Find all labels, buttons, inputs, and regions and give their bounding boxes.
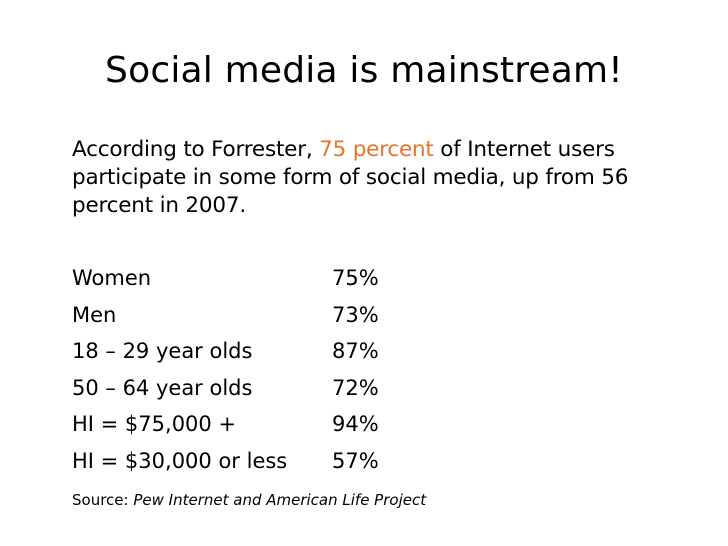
stat-value: 73% <box>332 302 379 327</box>
intro-text-after: of Internet users participate in some fo… <box>72 137 629 218</box>
stat-row: HI = $30,000 or less 57% <box>72 443 492 480</box>
stat-row: 50 – 64 year olds 72% <box>72 370 492 407</box>
stat-label: 50 – 64 year olds <box>72 375 253 400</box>
stat-label: Women <box>72 266 152 290</box>
stat-value: 72% <box>332 375 379 400</box>
stat-row: HI = $75,000 + 94% <box>72 406 492 443</box>
stat-row: Women 75% <box>72 260 492 297</box>
source-label: Source: <box>72 491 134 509</box>
stat-value: 87% <box>332 339 379 363</box>
intro-text-before: According to Forrester, <box>72 137 320 162</box>
stat-label: 18 – 29 year olds <box>72 339 253 363</box>
intro-highlight: 75 percent <box>319 137 434 162</box>
slide-title: Social media is mainstream! <box>105 50 623 91</box>
stat-label: HI = $30,000 or less <box>72 448 288 473</box>
stat-label: Men <box>72 302 117 327</box>
stat-value: 57% <box>332 448 379 473</box>
intro-paragraph: According to Forrester, 75 percent of In… <box>72 136 692 220</box>
stats-list: Women 75% Men 73% 18 – 29 year olds 87% … <box>72 260 492 479</box>
stat-value: 94% <box>332 412 379 436</box>
stat-value: 75% <box>332 266 379 290</box>
source-citation: Source: Pew Internet and American Life P… <box>72 488 426 512</box>
source-title: Pew Internet and American Life Project <box>133 491 427 509</box>
stat-row: Men 73% <box>72 297 492 334</box>
stat-label: HI = $75,000 + <box>72 412 237 436</box>
stat-row: 18 – 29 year olds 87% <box>72 333 492 370</box>
